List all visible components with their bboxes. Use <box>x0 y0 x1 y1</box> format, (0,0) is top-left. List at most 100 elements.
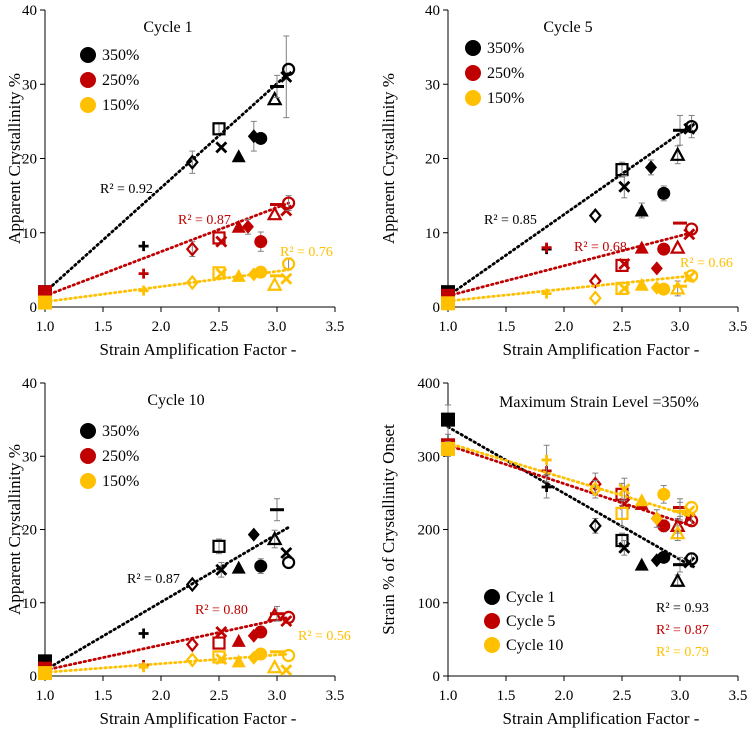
x-tick-label: 3.5 <box>326 319 345 335</box>
y-tick-label: 40 <box>22 3 37 19</box>
legend-label: 150% <box>102 473 139 490</box>
marker-square <box>38 295 52 310</box>
y-axis-label: Apparent Crystallinity % <box>5 444 24 615</box>
y-tick-label: 0 <box>30 300 38 316</box>
marker-diamond-open <box>588 207 602 224</box>
series-cycle-1: R² = 0.93 <box>441 404 709 616</box>
marker-diamond <box>650 261 663 276</box>
marker-diamond-open <box>185 274 199 291</box>
y-tick-label: 30 <box>22 449 37 465</box>
marker-cross <box>280 272 293 285</box>
marker-triangle <box>231 633 246 647</box>
marker-square <box>441 412 455 427</box>
marker-triangle <box>634 493 649 507</box>
marker-circle-open <box>282 555 296 570</box>
chart-title: Cycle 1 <box>143 19 192 36</box>
legend-label: 150% <box>102 97 139 114</box>
trendline <box>446 443 693 528</box>
r-squared-label: R² = 0.79 <box>656 645 709 660</box>
trendline <box>43 652 291 674</box>
series-250-: R² = 0.87 <box>38 195 296 300</box>
x-tick-label: 2.0 <box>555 688 574 704</box>
y-axis-label: Apparent Crystallinity % <box>379 73 398 244</box>
trendline <box>446 274 693 303</box>
marker-square <box>38 666 52 681</box>
marker-square <box>441 296 455 311</box>
marker-cross <box>215 141 228 154</box>
marker-diamond-open <box>588 273 602 289</box>
x-tick-label: 3.5 <box>729 319 748 335</box>
marker-diamond-open <box>185 636 199 653</box>
r-squared-label: R² = 0.92 <box>100 182 153 197</box>
marker-circle <box>254 265 268 279</box>
marker-plus <box>138 241 149 252</box>
series-350-: R² = 0.92 <box>38 35 296 300</box>
panel-3: 1.0 1.5 2.0 2.5 3.0 3.5 0 10 20 30 40 Strain Amplif… <box>5 376 351 728</box>
y-tick-label: 0 <box>30 669 38 685</box>
y-tick-label: 400 <box>418 376 441 392</box>
y-tick-label: 40 <box>425 3 440 19</box>
legend-marker <box>465 40 481 56</box>
x-tick-label: 2.5 <box>613 319 632 335</box>
chart-title: Maximum Strain Level =350% <box>499 394 699 411</box>
marker-triangle <box>634 203 649 217</box>
r-squared-label: R² = 0.76 <box>280 245 333 260</box>
marker-triangle-open <box>669 572 686 587</box>
marker-diamond <box>247 527 260 542</box>
panel-4: 1.0 1.5 2.0 2.5 3.0 3.5 0 100 200 300 400 Strain Am… <box>379 376 747 728</box>
trendline <box>446 425 693 568</box>
legend-marker <box>484 613 500 629</box>
y-tick-label: 30 <box>425 77 440 93</box>
marker-triangle <box>231 654 246 668</box>
x-tick-label: 3.0 <box>671 688 690 704</box>
legend-marker <box>80 448 96 464</box>
marker-circle-open <box>282 610 296 625</box>
marker-square <box>441 441 455 456</box>
trendline <box>43 268 291 304</box>
marker-square-open <box>212 539 226 553</box>
x-tick-label: 3.5 <box>326 688 345 704</box>
marker-triangle-open <box>669 146 686 161</box>
marker-square-open <box>212 636 226 650</box>
y-tick-label: 20 <box>425 152 440 168</box>
y-tick-label: 0 <box>433 300 441 316</box>
marker-plus <box>138 285 149 296</box>
marker-triangle-open <box>669 280 686 295</box>
x-tick-label: 2.0 <box>555 319 574 335</box>
x-tick-label: 2.5 <box>210 688 229 704</box>
marker-square-open <box>615 506 629 520</box>
legend-label: 250% <box>487 65 524 82</box>
r-squared-label: R² = 0.85 <box>484 213 537 228</box>
marker-diamond <box>645 160 657 175</box>
x-tick-label: 3.0 <box>268 688 287 704</box>
y-tick-label: 300 <box>418 449 441 465</box>
trendline <box>43 616 291 672</box>
y-tick-label: 100 <box>418 596 441 612</box>
marker-square-open <box>212 122 226 136</box>
marker-plus <box>541 288 552 299</box>
legend-marker <box>484 637 500 653</box>
legend-marker <box>465 90 481 106</box>
trendline <box>43 201 291 298</box>
marker-diamond-open <box>185 576 199 593</box>
y-axis-label: Strain % of Crystallinity Onset <box>379 424 398 635</box>
x-tick-label: 2.5 <box>613 688 632 704</box>
r-squared-label: R² = 0.87 <box>656 623 709 638</box>
marker-circle-open <box>684 119 699 134</box>
marker-triangle <box>231 268 246 282</box>
marker-triangle <box>231 149 246 163</box>
series-350-: R² = 0.87 <box>38 498 296 672</box>
marker-cross <box>618 541 631 554</box>
x-tick-label: 1.5 <box>94 688 113 704</box>
marker-cross <box>618 180 631 193</box>
legend-label: Cycle 10 <box>506 637 563 654</box>
marker-plus <box>138 268 149 279</box>
trendline <box>43 71 291 294</box>
r-squared-label: R² = 0.68 <box>574 240 627 255</box>
legend-marker <box>465 65 481 81</box>
marker-circle <box>657 242 671 256</box>
series-250-: R² = 0.68 <box>441 221 699 303</box>
x-tick-label: 1.0 <box>439 688 458 704</box>
marker-circle-open <box>282 62 296 77</box>
series-150-: R² = 0.56 <box>38 629 351 681</box>
